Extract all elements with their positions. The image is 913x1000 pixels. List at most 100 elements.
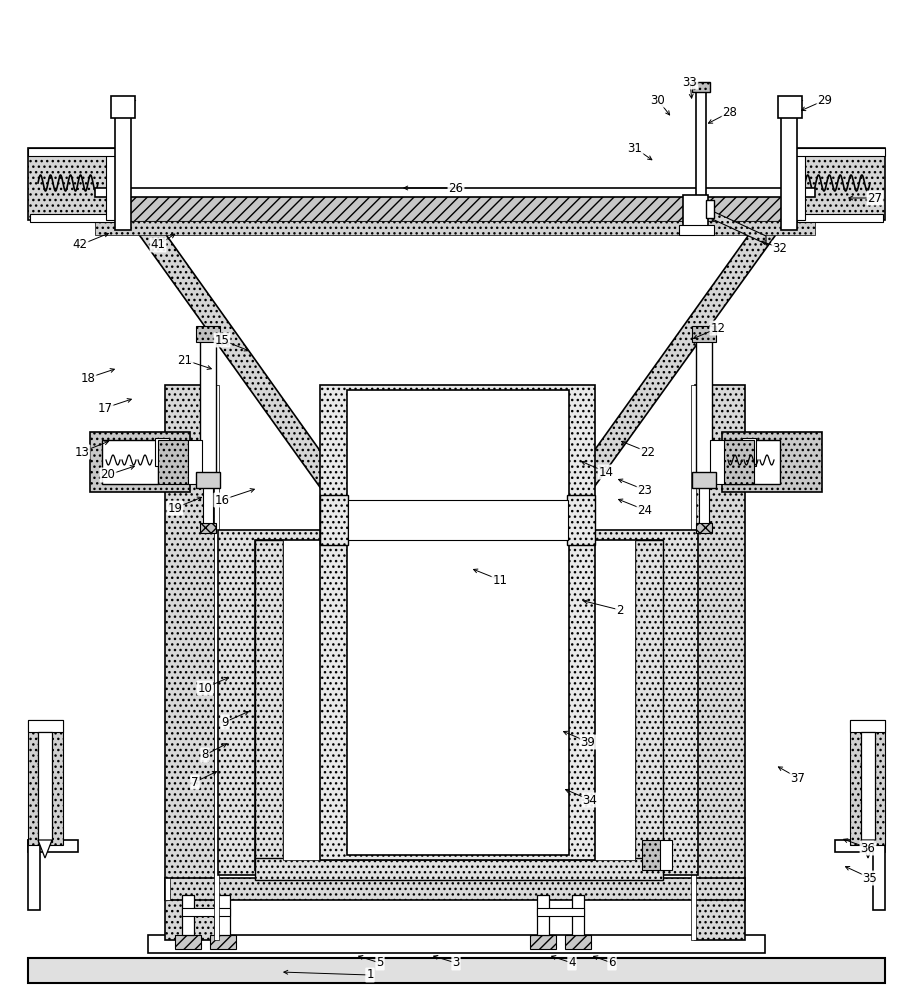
Bar	[692, 82, 710, 92]
Text: 6: 6	[608, 956, 615, 970]
Text: 39: 39	[581, 736, 595, 748]
Bar	[200, 523, 216, 533]
Bar	[696, 330, 712, 475]
Bar	[795, 148, 885, 156]
Bar	[148, 935, 765, 953]
Text: 28: 28	[722, 105, 738, 118]
Text: 10: 10	[197, 682, 213, 694]
Bar	[696, 88, 706, 213]
Bar	[537, 895, 549, 935]
Polygon shape	[38, 840, 52, 858]
Bar	[196, 326, 220, 342]
Bar	[572, 895, 584, 935]
Bar	[565, 935, 591, 949]
Text: 18: 18	[80, 371, 96, 384]
Bar	[778, 96, 802, 118]
Polygon shape	[861, 840, 875, 858]
Polygon shape	[566, 222, 785, 490]
Bar	[873, 840, 885, 910]
Bar	[691, 385, 696, 940]
Text: 11: 11	[492, 574, 508, 586]
Bar	[28, 840, 40, 910]
Text: 26: 26	[448, 182, 464, 194]
Bar	[696, 523, 712, 533]
Text: 16: 16	[215, 493, 229, 506]
Bar	[188, 440, 202, 484]
Bar	[28, 720, 63, 845]
Bar	[214, 385, 219, 940]
Text: 37: 37	[791, 772, 805, 784]
Bar	[115, 102, 131, 230]
Text: 29: 29	[817, 94, 833, 106]
Bar	[642, 840, 662, 870]
Text: 36: 36	[861, 842, 876, 854]
Bar	[95, 196, 815, 222]
Text: 17: 17	[98, 401, 112, 414]
Text: 27: 27	[867, 192, 883, 205]
Text: 19: 19	[167, 502, 183, 514]
Bar	[320, 385, 595, 860]
Bar	[679, 225, 714, 235]
Bar	[537, 908, 584, 916]
Bar	[255, 858, 663, 880]
Text: 14: 14	[599, 466, 614, 479]
Bar	[797, 214, 883, 222]
Bar	[218, 530, 698, 875]
Bar	[182, 908, 230, 916]
Text: 9: 9	[221, 716, 229, 728]
Bar	[722, 432, 822, 492]
Bar	[28, 148, 118, 156]
Text: 8: 8	[201, 748, 209, 762]
Bar	[692, 326, 716, 342]
Bar	[90, 432, 190, 492]
Bar	[210, 935, 236, 949]
Polygon shape	[130, 222, 348, 490]
Bar	[660, 840, 672, 870]
Bar	[28, 840, 78, 852]
Bar	[30, 214, 116, 222]
Bar	[724, 440, 780, 484]
Text: 32: 32	[772, 241, 787, 254]
Bar	[850, 720, 885, 732]
Bar	[320, 495, 348, 545]
Bar	[835, 840, 885, 852]
Text: 7: 7	[191, 776, 199, 788]
Bar	[28, 148, 118, 220]
Bar	[158, 440, 188, 484]
Text: 34: 34	[582, 794, 597, 806]
Bar	[850, 720, 885, 845]
Bar	[165, 385, 215, 940]
Text: 21: 21	[177, 354, 193, 366]
Bar	[203, 487, 213, 525]
Text: 5: 5	[376, 956, 383, 970]
Text: 3: 3	[452, 956, 459, 970]
Text: 35: 35	[863, 871, 877, 884]
Bar	[347, 390, 569, 855]
Bar	[861, 732, 875, 842]
Text: 42: 42	[72, 238, 88, 251]
Text: 12: 12	[710, 322, 726, 334]
Text: 20: 20	[100, 468, 115, 482]
Bar	[283, 540, 635, 860]
Bar	[724, 440, 754, 484]
Bar	[28, 958, 885, 983]
Polygon shape	[710, 210, 766, 244]
Text: 23: 23	[637, 484, 653, 496]
Bar	[742, 438, 756, 466]
Bar	[95, 221, 815, 235]
Bar	[710, 440, 724, 484]
Bar	[106, 148, 116, 220]
Bar	[111, 96, 135, 118]
Text: 33: 33	[683, 76, 698, 89]
Bar	[28, 720, 63, 732]
Text: 41: 41	[151, 238, 165, 251]
Text: 15: 15	[215, 334, 229, 347]
Bar	[255, 540, 283, 870]
Bar	[95, 188, 815, 197]
Bar	[200, 330, 216, 475]
Bar	[683, 195, 708, 230]
Bar	[255, 540, 663, 870]
Text: 4: 4	[568, 956, 576, 970]
Bar	[102, 440, 158, 484]
Bar	[348, 500, 568, 540]
